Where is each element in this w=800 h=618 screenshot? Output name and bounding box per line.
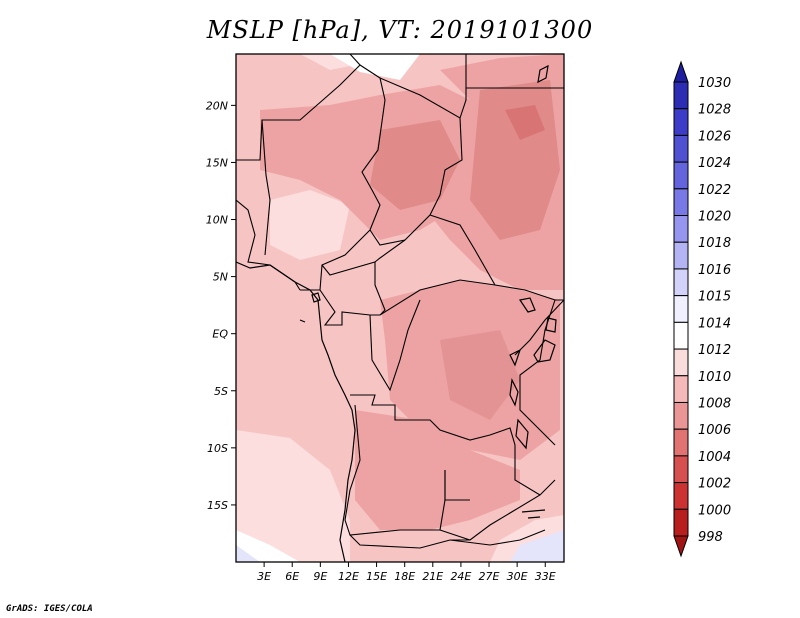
lat-tick-label: 15N [206,156,228,169]
colorbar-label: 1016 [698,263,731,278]
lon-tick-label: 3E [257,570,271,583]
colorbar-label: 1014 [698,316,731,331]
colorbar-label: 1012 [698,343,731,358]
colorbar-swatch [673,375,689,403]
colorbar-swatch [673,215,689,243]
coastline [236,64,557,562]
colorbar-label: 1002 [698,477,731,492]
lat-tick-label: 20N [206,99,228,112]
lon-tick-label: 18E [394,570,415,583]
colorbar: 1030 1028 1026 1024 1022 1020 1018 1016 1015 1014… [673,60,731,558]
lat-tick-label: 10S [207,442,228,455]
colorbar-swatch [673,161,689,190]
lon-axis: 3E 6E 9E 12E 15E 18E 21E 24E 27E 30E 33E [257,562,556,583]
colorbar-label: 1028 [698,103,731,118]
lat-axis: 20N 15N 10N 5N EQ 5S 10S 15S [206,99,236,512]
lon-tick-label: 6E [285,570,299,583]
colorbar-label: 1015 [698,290,731,305]
lat-tick-label: 15S [207,499,228,512]
lon-tick-label: 24E [450,570,471,583]
colorbar-label: 1008 [698,396,731,411]
lat-tick-label: 5N [213,271,228,284]
colorbar-swatch [673,348,689,377]
colorbar-label: 1004 [698,450,731,465]
lon-tick-label: 15E [366,570,387,583]
lat-tick-label: 5S [214,385,228,398]
lon-tick-label: 9E [313,570,327,583]
colorbar-swatch [673,428,689,457]
colorbar-label: 1010 [698,370,731,385]
lon-tick-label: 33E [535,570,556,583]
colorbar-label: 1024 [698,156,731,171]
colorbar-label: 1022 [698,183,731,198]
colorbar-swatch [673,188,689,217]
colorbar-label: 1030 [698,76,731,91]
lon-tick-label: 12E [338,570,359,583]
colorbar-swatch [673,108,689,136]
lon-tick-label: 30E [507,570,528,583]
colorbar-swatch [673,81,689,110]
lon-tick-label: 21E [422,570,443,583]
lon-tick-label: 27E [479,570,500,583]
colorbar-swatch [673,401,689,430]
colorbar-swatch [673,482,689,510]
colorbar-label: 1006 [698,423,731,438]
colorbar-swatch [673,455,689,484]
map-frame [235,53,565,563]
colorbar-bottom-arrow [673,535,689,558]
colorbar-top-arrow [673,60,689,83]
colorbar-swatch [673,134,689,163]
lat-tick-label: EQ [212,328,228,341]
footer-credit: GrADS: IGES/COLA [6,604,93,614]
colorbar-label: 1018 [698,236,731,251]
colorbar-swatch [673,508,689,537]
colorbar-label: 1020 [698,210,731,225]
colorbar-swatch [673,295,689,323]
pressure-field [236,54,564,562]
map-title: MSLP [hPa], VT: 2019101300 [206,16,594,44]
colorbar-label: 1026 [698,129,731,144]
colorbar-label: 998 [698,530,723,545]
colorbar-label: 1000 [698,503,731,518]
colorbar-swatch [673,321,689,350]
colorbar-swatch [673,241,689,270]
colorbar-swatch [673,268,689,297]
lat-tick-label: 10N [206,214,228,227]
